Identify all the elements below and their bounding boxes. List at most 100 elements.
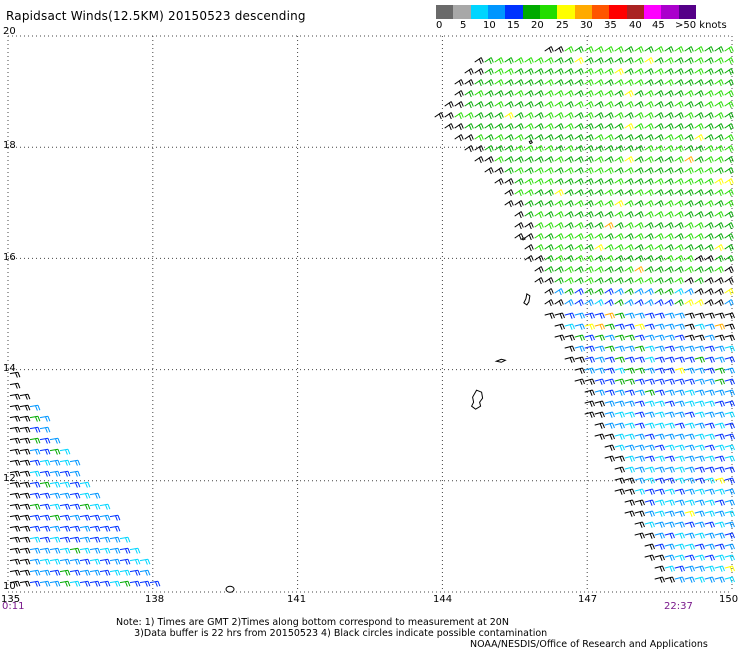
wind-barb	[724, 288, 734, 296]
wind-barb	[604, 167, 614, 175]
wind-barb	[79, 503, 91, 510]
wind-barb	[714, 299, 724, 307]
wind-barb	[654, 554, 665, 561]
wind-barb	[674, 277, 684, 285]
wind-barb	[584, 189, 594, 197]
wind-barb	[574, 312, 585, 319]
wind-barb	[594, 233, 604, 241]
wind-barb	[9, 514, 21, 521]
wind-barb	[704, 156, 714, 164]
wind-barb	[69, 569, 81, 576]
wind-barb	[554, 323, 565, 330]
wind-barb	[584, 156, 594, 164]
wind-barb	[544, 222, 554, 230]
wind-barb	[89, 525, 101, 532]
wind-barb	[694, 323, 705, 330]
wind-barb	[664, 554, 675, 561]
wind-barb	[614, 57, 624, 65]
wind-barb	[694, 411, 705, 418]
wind-barb	[724, 433, 735, 440]
wind-barb	[714, 244, 724, 252]
wind-barb	[444, 112, 454, 120]
wind-barb	[564, 79, 574, 87]
colorbar-segment	[591, 5, 610, 19]
wind-barb	[614, 156, 624, 164]
wind-barb	[604, 211, 614, 219]
wind-barb	[494, 79, 504, 87]
wind-barb	[644, 532, 655, 539]
wind-barb	[534, 178, 544, 186]
wind-barb	[484, 57, 494, 65]
wind-barb	[724, 411, 735, 418]
wind-barb	[694, 112, 704, 120]
wind-barb	[694, 576, 705, 583]
wind-barb	[554, 178, 564, 186]
wind-barb	[664, 134, 674, 142]
wind-barb	[644, 499, 655, 506]
wind-barb	[514, 68, 524, 76]
wind-barb	[654, 79, 664, 87]
wind-barb	[39, 415, 51, 422]
wind-barb	[534, 222, 544, 230]
wind-barb	[654, 156, 664, 164]
wind-barb	[694, 554, 705, 561]
wind-barb	[724, 554, 735, 561]
credit-line: NOAA/NESDIS/Office of Research and Appli…	[470, 639, 708, 650]
wind-barb	[49, 558, 61, 565]
wind-barb	[664, 288, 674, 296]
wind-barb	[574, 299, 584, 307]
wind-barb	[714, 178, 724, 186]
wind-barb	[694, 145, 704, 153]
wind-barb	[684, 411, 695, 418]
wind-barb	[584, 101, 594, 109]
wind-barb	[59, 492, 71, 499]
wind-barb	[684, 79, 694, 87]
wind-barb	[534, 189, 544, 197]
wind-barb	[594, 90, 604, 98]
wind-barb	[654, 356, 665, 363]
wind-barb	[724, 277, 734, 285]
wind-barb	[684, 178, 694, 186]
wind-barb	[684, 521, 695, 528]
wind-barb	[684, 112, 694, 120]
wind-barb	[724, 244, 734, 252]
wind-barb	[584, 123, 594, 131]
wind-barb	[594, 46, 604, 54]
wind-barb	[634, 189, 644, 197]
wind-barb	[674, 211, 684, 219]
wind-barb	[624, 134, 634, 142]
wind-barb	[594, 57, 604, 65]
wind-barb	[684, 123, 694, 131]
wind-barb	[574, 178, 584, 186]
wind-barb	[574, 323, 585, 330]
wind-barb	[574, 222, 584, 230]
wind-barb	[604, 90, 614, 98]
wind-barb	[89, 503, 101, 510]
wind-barb	[704, 499, 715, 506]
wind-barb	[39, 547, 51, 554]
wind-barb	[604, 455, 615, 462]
wind-barb	[684, 444, 695, 451]
wind-barb	[59, 459, 71, 466]
wind-barb	[584, 211, 594, 219]
wind-barb	[604, 367, 615, 374]
wind-barb	[69, 503, 81, 510]
wind-barb	[624, 378, 635, 385]
wind-barb	[674, 145, 684, 153]
wind-barb	[574, 200, 584, 208]
wind-barb	[494, 112, 504, 120]
wind-barb	[534, 211, 544, 219]
wind-barb	[664, 433, 675, 440]
wind-barb	[19, 404, 31, 411]
wind-barb	[119, 536, 131, 543]
wind-barb	[19, 492, 31, 499]
wind-barb	[664, 356, 675, 363]
wind-barb	[614, 345, 625, 352]
wind-barb	[19, 459, 31, 466]
wind-barb	[724, 378, 735, 385]
wind-barb	[534, 101, 544, 109]
lon-label-147: 147	[578, 594, 598, 605]
wind-barb	[584, 145, 594, 153]
wind-barb	[564, 211, 574, 219]
wind-barb	[574, 288, 584, 296]
